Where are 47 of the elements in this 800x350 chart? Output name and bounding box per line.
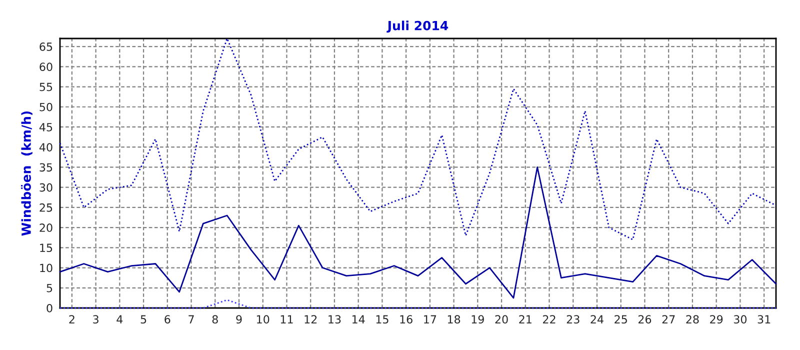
x-tick-label: 13 — [328, 315, 341, 324]
x-tick-label: 31 — [758, 315, 770, 324]
y-tick-label: 15 — [40, 244, 52, 252]
y-tick-label: 20 — [40, 224, 52, 232]
x-tick-label: 8 — [212, 315, 218, 324]
y-tick-label: 60 — [40, 62, 52, 72]
y-tick-label: 30 — [40, 183, 52, 192]
x-tick-label: 22 — [543, 315, 556, 324]
y-tick-label: 45 — [39, 123, 52, 132]
y-tick-label: 5 — [46, 284, 52, 292]
x-tick-label: 9 — [236, 315, 242, 324]
y-axis-title: Windböen (km/h) — [21, 111, 32, 236]
x-tick-label: 10 — [257, 315, 270, 324]
y-tick-label: 50 — [40, 102, 52, 112]
chart-title: Juli 2014 — [386, 20, 448, 33]
y-tick-label: 10 — [40, 264, 52, 272]
x-tick-label: 7 — [188, 315, 194, 324]
x-tick-label: 23 — [566, 315, 580, 324]
x-tick-label: 4 — [116, 315, 123, 324]
x-tick-label: 19 — [472, 315, 484, 324]
x-tick-label: 25 — [614, 315, 627, 324]
y-tick-label: 35 — [40, 163, 52, 172]
x-tick-label: 2 — [69, 315, 74, 324]
x-tick-label: 30 — [734, 315, 747, 324]
y-tick-label: 40 — [39, 143, 52, 152]
y-tick-label: 65 — [40, 42, 52, 51]
line-series — [59, 166, 777, 299]
x-tick-label: 27 — [662, 315, 675, 324]
x-tick-label: 11 — [280, 315, 293, 324]
x-tick-label: 5 — [140, 315, 146, 324]
x-tick-label: 16 — [400, 315, 412, 324]
y-tick-label: 25 — [40, 203, 52, 212]
x-tick-label: 15 — [376, 315, 388, 324]
x-tick-label: 17 — [424, 315, 436, 324]
x-tick-label: 6 — [164, 315, 170, 324]
x-tick-label: 24 — [590, 315, 604, 324]
y-tick-label: 0 — [46, 304, 52, 312]
x-tick-label: 3 — [93, 315, 98, 324]
x-tick-label: 21 — [519, 315, 532, 324]
y-tick-label: 55 — [40, 82, 52, 92]
x-tick-label: 29 — [710, 315, 723, 324]
x-tick-label: 26 — [638, 315, 652, 324]
x-tick-label: 12 — [304, 315, 317, 324]
x-tick-label: 14 — [352, 315, 365, 324]
x-tick-label: 28 — [686, 315, 699, 324]
x-tick-label: 20 — [495, 315, 508, 324]
x-tick-label: 18 — [448, 315, 460, 324]
